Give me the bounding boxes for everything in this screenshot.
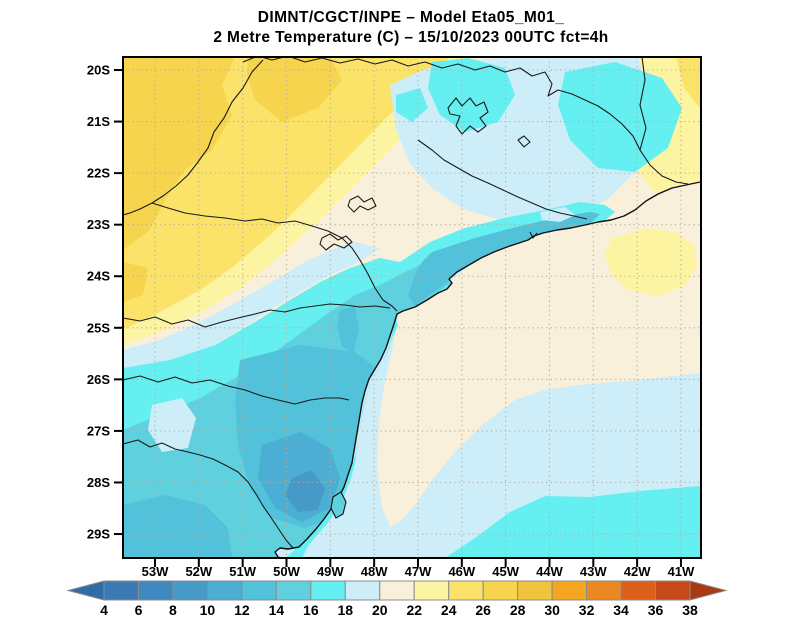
lat-tick-label: 22S — [87, 166, 110, 181]
temperature-colorbar: 4 6 8 10 12 14 16 18 20 22 24 26 28 30 32 34 36 38 — [66, 580, 728, 618]
lon-tick-label: 42W — [624, 564, 651, 579]
longitude-axis: 53W 52W 51W 50W 49W 48W 47W 46W 45W 44W 43W 42W 41W — [142, 558, 695, 579]
colorbar-segment — [620, 580, 657, 601]
river-parana — [123, 59, 264, 216]
colorbar-segment — [551, 580, 588, 601]
colorbar-tick-label: 8 — [169, 602, 177, 618]
state-borders — [123, 57, 689, 549]
lat-tick-label: 28S — [87, 475, 110, 490]
colorbar-tick-label: 26 — [475, 602, 491, 618]
lon-tick-label: 43W — [580, 564, 607, 579]
colorbar-under-arrow — [66, 580, 105, 601]
colorbar-segment — [655, 580, 691, 601]
colorbar-tick-label: 12 — [234, 602, 250, 618]
colorbar-segment — [206, 580, 243, 601]
lon-tick-label: 45W — [492, 564, 519, 579]
colorbar-segment — [344, 580, 381, 601]
colorbar-tick-label: 4 — [100, 602, 108, 618]
colorbar-tick-label: 30 — [544, 602, 560, 618]
colorbar-segment — [379, 580, 415, 601]
colorbar-segment — [137, 580, 174, 601]
colorbar-tick-label: 34 — [613, 602, 629, 618]
colorbar-tick-label: 14 — [269, 602, 285, 618]
colorbar-tick-label: 24 — [441, 602, 457, 618]
border-pr-sc — [123, 375, 350, 405]
border-north — [242, 57, 689, 185]
colorbar-tick-label: 10 — [200, 602, 216, 618]
border-sp-pr — [151, 202, 398, 312]
border-sp-mg — [417, 139, 588, 220]
colorbar-segment — [413, 580, 450, 601]
colorbar-over-arrow — [689, 580, 728, 601]
colorbar-tick-label: 16 — [303, 602, 319, 618]
lon-tick-label: 52W — [185, 564, 212, 579]
figure-title-line1: DIMNT/CGCT/INPE – Model Eta05_M01_ — [258, 9, 564, 26]
lat-tick-label: 29S — [87, 527, 110, 542]
lon-tick-label: 49W — [317, 564, 344, 579]
lat-tick-label: 20S — [87, 63, 110, 78]
lon-tick-label: 50W — [273, 564, 300, 579]
lat-tick-label: 21S — [87, 114, 110, 129]
colorbar-tick-label: 32 — [579, 602, 595, 618]
lon-tick-label: 53W — [142, 564, 169, 579]
border-sc-rs — [123, 439, 294, 549]
lat-tick-label: 24S — [87, 269, 110, 284]
colorbar-segment — [482, 580, 519, 601]
reservoir-outline-1 — [447, 97, 489, 135]
bay-outline — [529, 231, 538, 239]
river-ribeira — [123, 303, 391, 328]
reservoir-outline-2 — [347, 195, 377, 213]
lat-tick-label: 23S — [87, 217, 110, 232]
lat-tick-label: 27S — [87, 423, 110, 438]
lon-tick-label: 44W — [536, 564, 563, 579]
lon-tick-label: 47W — [405, 564, 432, 579]
colorbar-tick-label: 22 — [406, 602, 422, 618]
colorbar-tick-label: 28 — [510, 602, 526, 618]
colorbar-segment — [517, 580, 553, 601]
ocean-warm-blob — [605, 228, 697, 296]
colorbar-tick-label: 20 — [372, 602, 388, 618]
colorbar-segment — [241, 580, 277, 601]
colorbar-segment — [172, 580, 208, 601]
colorbar-tick-label: 6 — [135, 602, 143, 618]
colorbar-tick-label: 38 — [682, 602, 698, 618]
island-florianopolis — [330, 491, 347, 519]
reservoir-outline-4 — [517, 135, 531, 148]
latitude-axis: 20S 21S 22S 23S 24S 25S 26S 27S 28S 29S — [87, 63, 123, 542]
colorbar-segment — [448, 580, 484, 601]
figure-title-line2: 2 Metre Temperature (C) – 15/10/2023 00U… — [213, 29, 608, 46]
lon-tick-label: 51W — [229, 564, 256, 579]
temperature-field — [123, 57, 701, 558]
colorbar-segment — [310, 580, 346, 601]
colorbar-segment — [275, 580, 312, 601]
lon-tick-label: 48W — [361, 564, 388, 579]
lat-tick-label: 26S — [87, 372, 110, 387]
reservoir-outline-3 — [319, 233, 353, 251]
map-frame — [122, 56, 702, 559]
lon-tick-label: 41W — [668, 564, 695, 579]
border-northeast — [639, 57, 647, 151]
lon-tick-label: 46W — [448, 564, 475, 579]
colorbar-tick-label: 18 — [338, 602, 354, 618]
lat-tick-label: 25S — [87, 320, 110, 335]
colorbar-segment — [586, 580, 622, 601]
colorbar-segment — [103, 580, 139, 601]
ocean-cool-corner — [445, 486, 700, 558]
colorbar-tick-label: 36 — [648, 602, 664, 618]
